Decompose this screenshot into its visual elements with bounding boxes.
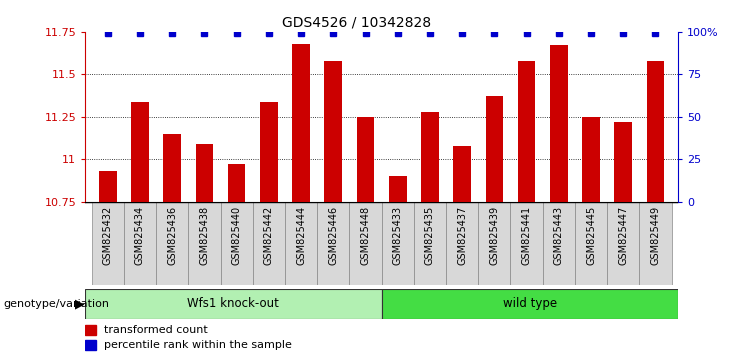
Bar <box>550 45 568 202</box>
Bar <box>607 202 639 285</box>
Bar <box>356 117 374 202</box>
Bar <box>485 96 503 202</box>
Bar <box>227 164 245 202</box>
Text: GSM825447: GSM825447 <box>618 206 628 265</box>
Text: genotype/variation: genotype/variation <box>4 298 110 309</box>
Bar <box>188 202 221 285</box>
Bar <box>253 202 285 285</box>
Bar <box>99 171 116 202</box>
Bar <box>131 102 149 202</box>
Bar <box>647 61 665 202</box>
Text: GSM825444: GSM825444 <box>296 206 306 265</box>
Bar <box>382 202 413 285</box>
Text: wild type: wild type <box>502 297 557 310</box>
Text: GSM825448: GSM825448 <box>361 206 370 265</box>
Bar <box>575 202 607 285</box>
Bar <box>478 202 511 285</box>
Bar <box>260 102 278 202</box>
Text: percentile rank within the sample: percentile rank within the sample <box>104 340 292 350</box>
Bar <box>382 289 678 319</box>
Text: GSM825446: GSM825446 <box>328 206 339 265</box>
Bar <box>511 202 542 285</box>
Bar <box>124 202 156 285</box>
Text: GSM825434: GSM825434 <box>135 206 145 265</box>
Bar <box>582 117 600 202</box>
Text: GSM825433: GSM825433 <box>393 206 402 265</box>
Text: ▶: ▶ <box>76 297 84 310</box>
Bar <box>196 144 213 202</box>
Text: GSM825436: GSM825436 <box>167 206 177 265</box>
Text: transformed count: transformed count <box>104 325 207 335</box>
Bar <box>285 202 317 285</box>
Bar <box>85 325 96 335</box>
Bar <box>389 176 407 202</box>
Text: GSM825435: GSM825435 <box>425 206 435 265</box>
Bar <box>92 202 124 285</box>
Text: GSM825442: GSM825442 <box>264 206 274 265</box>
Bar <box>85 340 96 350</box>
Bar <box>413 202 446 285</box>
Bar <box>163 134 181 202</box>
Bar <box>639 202 671 285</box>
Text: GSM825437: GSM825437 <box>457 206 467 265</box>
Text: GSM825439: GSM825439 <box>489 206 499 265</box>
Text: GSM825445: GSM825445 <box>586 206 596 265</box>
Bar <box>221 202 253 285</box>
Bar <box>614 122 632 202</box>
Bar <box>325 61 342 202</box>
Text: GSM825438: GSM825438 <box>199 206 210 265</box>
Text: GSM825443: GSM825443 <box>554 206 564 265</box>
Bar <box>317 202 350 285</box>
Bar <box>85 289 382 319</box>
Bar <box>446 202 478 285</box>
Bar <box>421 112 439 202</box>
Text: GSM825441: GSM825441 <box>522 206 531 265</box>
Bar <box>518 61 536 202</box>
Text: GSM825432: GSM825432 <box>103 206 113 265</box>
Bar <box>156 202 188 285</box>
Bar <box>453 146 471 202</box>
Text: GSM825449: GSM825449 <box>651 206 660 265</box>
Bar <box>350 202 382 285</box>
Text: GSM825440: GSM825440 <box>232 206 242 265</box>
Bar <box>292 44 310 202</box>
Bar <box>542 202 575 285</box>
Text: Wfs1 knock-out: Wfs1 knock-out <box>187 297 279 310</box>
Text: GDS4526 / 10342828: GDS4526 / 10342828 <box>282 16 431 30</box>
